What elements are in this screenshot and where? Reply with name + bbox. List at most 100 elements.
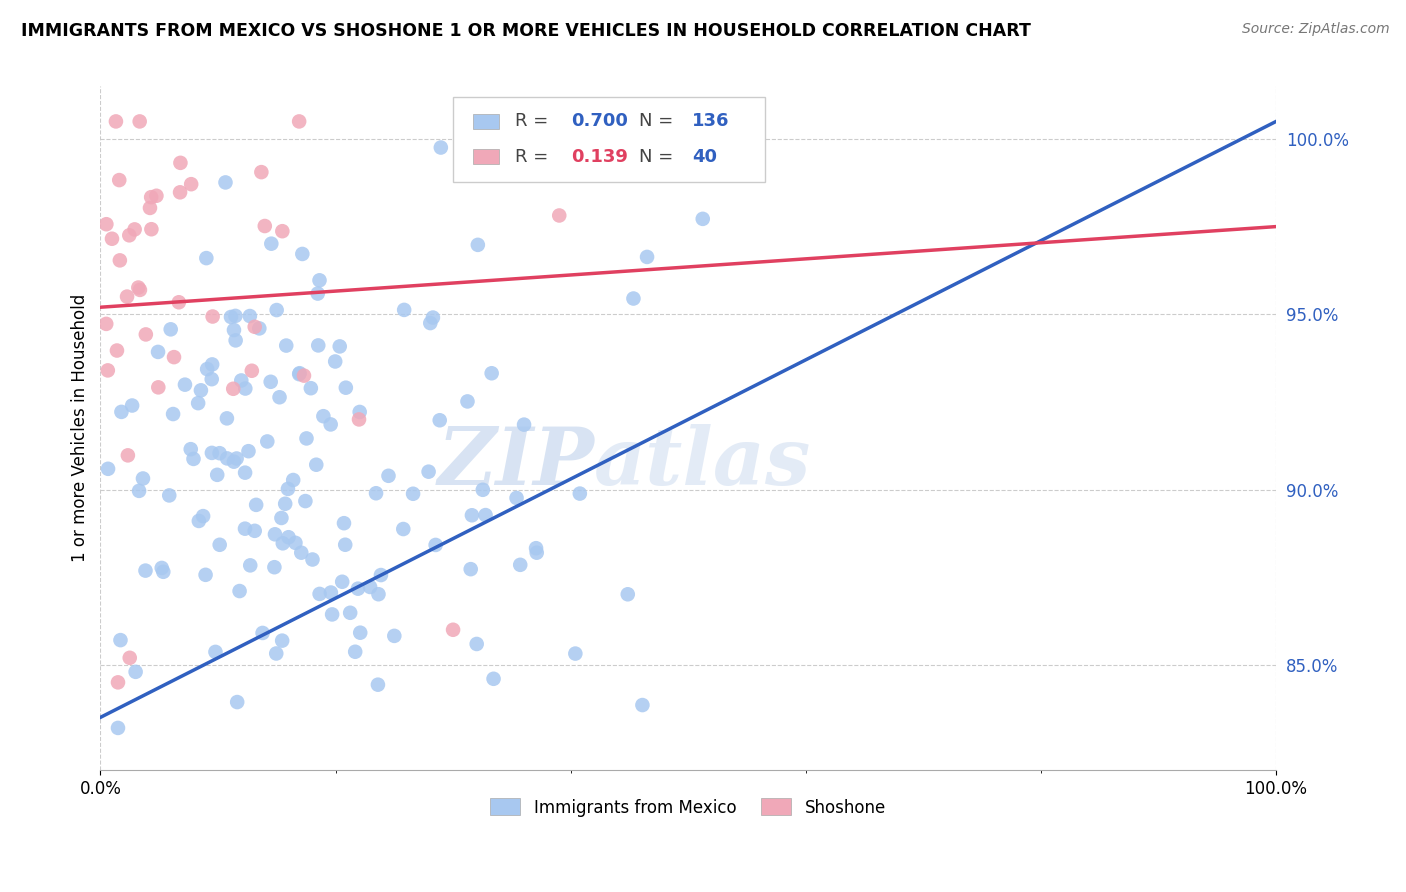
Point: [367, 678, 389, 692]
Point: [238, 444, 260, 458]
Point: [301, 552, 323, 566]
Point: [367, 587, 389, 601]
Point: [264, 527, 287, 541]
Point: [568, 486, 591, 500]
Text: Source: ZipAtlas.com: Source: ZipAtlas.com: [1241, 22, 1389, 37]
Point: [465, 637, 488, 651]
Point: [174, 377, 197, 392]
Point: [150, 561, 173, 575]
Point: [323, 354, 346, 368]
Point: [277, 482, 299, 496]
Point: [312, 409, 335, 424]
Text: 40: 40: [692, 148, 717, 166]
Point: [118, 228, 141, 243]
Point: [319, 417, 342, 432]
Point: [526, 546, 548, 560]
Point: [349, 625, 371, 640]
Point: [636, 250, 658, 264]
Point: [135, 327, 157, 342]
Point: [460, 562, 482, 576]
Point: [422, 310, 444, 325]
Point: [335, 538, 357, 552]
Point: [245, 498, 267, 512]
Point: [129, 283, 152, 297]
Text: 136: 136: [692, 112, 730, 130]
Point: [347, 412, 370, 426]
Point: [159, 322, 181, 336]
Point: [292, 368, 315, 383]
Point: [263, 560, 285, 574]
Point: [105, 343, 128, 358]
Point: [513, 417, 536, 432]
Point: [429, 413, 451, 427]
Point: [308, 273, 330, 287]
Point: [252, 626, 274, 640]
Point: [110, 633, 132, 648]
Point: [205, 467, 228, 482]
Point: [335, 381, 357, 395]
Point: [97, 363, 120, 377]
Point: [264, 647, 287, 661]
Point: [392, 302, 415, 317]
Point: [283, 473, 305, 487]
Point: [101, 232, 124, 246]
Point: [222, 455, 245, 469]
Point: [505, 491, 527, 505]
Point: [319, 585, 342, 599]
Text: 0.139: 0.139: [571, 148, 627, 166]
Point: [295, 432, 318, 446]
Point: [509, 558, 531, 572]
Point: [339, 606, 361, 620]
Point: [180, 442, 202, 457]
Point: [121, 399, 143, 413]
Point: [270, 511, 292, 525]
Point: [132, 471, 155, 485]
Text: atlas: atlas: [595, 424, 811, 501]
Point: [141, 190, 163, 204]
Point: [231, 374, 253, 388]
Text: N =: N =: [638, 112, 679, 130]
Point: [224, 309, 246, 323]
Point: [299, 381, 322, 395]
FancyBboxPatch shape: [453, 96, 765, 182]
Text: R =: R =: [516, 148, 560, 166]
Text: N =: N =: [638, 148, 679, 166]
Point: [253, 219, 276, 233]
Point: [169, 186, 191, 200]
Point: [190, 384, 212, 398]
Point: [564, 647, 586, 661]
Point: [141, 222, 163, 236]
Point: [692, 211, 714, 226]
Point: [548, 209, 571, 223]
Point: [307, 286, 329, 301]
Point: [104, 114, 127, 128]
Y-axis label: 1 or more Vehicles in Household: 1 or more Vehicles in Household: [72, 294, 89, 562]
Point: [226, 695, 249, 709]
Point: [524, 541, 547, 556]
Point: [349, 405, 371, 419]
Point: [305, 458, 328, 472]
Point: [108, 173, 131, 187]
Point: [392, 522, 415, 536]
Point: [115, 290, 138, 304]
Point: [370, 568, 392, 582]
Point: [215, 411, 238, 425]
Point: [225, 334, 247, 348]
Point: [269, 390, 291, 404]
Point: [256, 434, 278, 449]
Point: [187, 514, 209, 528]
Point: [110, 405, 132, 419]
Point: [208, 446, 231, 460]
Point: [201, 446, 224, 460]
Point: [96, 317, 118, 331]
Point: [107, 721, 129, 735]
Point: [631, 698, 654, 712]
Point: [148, 380, 170, 394]
Point: [163, 350, 186, 364]
Point: [233, 522, 256, 536]
Point: [461, 508, 484, 523]
Point: [219, 310, 242, 324]
Text: ZIP: ZIP: [437, 424, 595, 501]
Point: [222, 323, 245, 337]
Point: [288, 366, 311, 380]
